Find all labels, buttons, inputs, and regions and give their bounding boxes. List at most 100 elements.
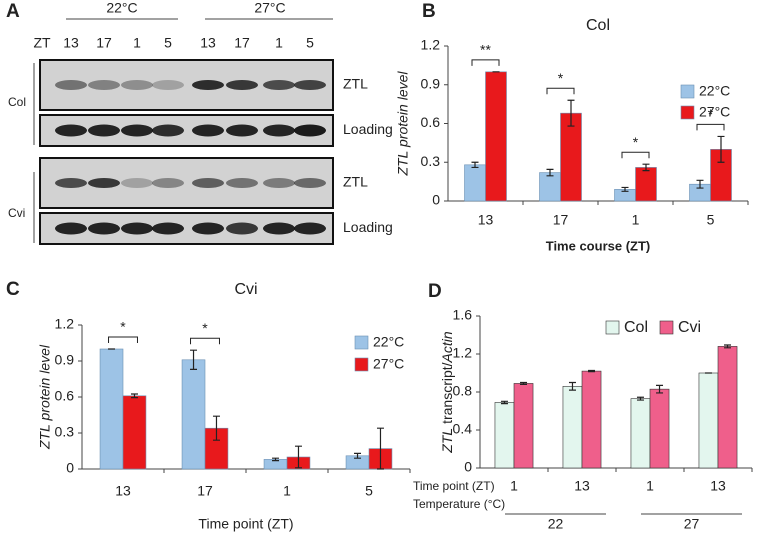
bar [464,164,486,202]
significance-bracket [471,59,500,66]
significance-label: ** [480,42,491,58]
bar [539,172,561,202]
blot-band [226,80,258,90]
temperature-label: 22°C [106,0,137,16]
y-tick-label: 1.2 [421,37,441,53]
blot-band [88,178,120,188]
chart-title: Cvi [234,281,257,298]
blot-band [152,80,184,90]
significance-bracket [108,336,138,343]
bar [122,395,147,470]
x-axis-label: Time course (ZT) [546,238,651,253]
legend-label: Cvi [678,319,701,336]
significance-label: * [708,106,714,122]
blot-band [192,124,224,137]
bar [562,385,583,469]
legend-swatch [680,105,695,120]
x-row-label: Time point (ZT) [413,479,495,493]
x-tick-label: 1 [283,483,291,499]
blot-band [55,222,87,235]
lane-label: 1 [133,35,141,51]
error-bar [724,344,732,349]
y-axis-label: ZTL transcript/Actin [439,331,455,454]
blot-band [55,178,87,188]
blot-band [226,222,258,235]
error-bar [642,163,650,172]
lane-label: 5 [306,35,314,51]
significance-bracket [621,151,650,159]
legend-swatch [659,320,674,335]
legend-label: 22°C [373,334,404,350]
significance-label: * [558,70,564,86]
row-label: ZTL [343,76,368,92]
blot-band [88,222,120,235]
y-tick-label: 0.3 [55,424,75,440]
error-bar [376,427,384,470]
y-tick-label: 0.6 [55,388,75,404]
y-tick-label: 0.8 [453,383,473,399]
blot-band [88,80,120,90]
error-bar [500,400,508,405]
x-tick-label: 5 [707,212,715,228]
y-tick-label: 0.3 [421,153,441,169]
error-bar [212,415,220,441]
x-tick-label: 17 [553,212,569,228]
group-label: 27 [684,516,700,532]
error-bar [636,396,644,401]
error-bar [568,381,576,391]
error-bar [190,349,198,370]
legend-swatch [354,357,369,372]
error-bar [294,445,302,469]
y-axis-label: ZTL protein level [37,344,53,450]
error-bar [696,179,704,189]
y-tick-label: 0.6 [421,114,441,130]
error-bar [621,186,629,192]
legend-swatch [680,84,695,99]
bar [649,388,670,469]
x-tick-label: 13 [478,212,494,228]
error-bar [272,457,280,462]
panel-letter: C [6,279,20,300]
error-bar [130,393,138,399]
significance-bracket [190,337,220,345]
bar [698,372,719,469]
blot-band [226,124,258,137]
error-bar [520,381,528,385]
blot-band [121,80,153,90]
bar [99,348,124,470]
legend-swatch [354,335,369,350]
x-tick-label: 13 [574,478,590,494]
significance-label: * [633,134,639,150]
genotype-label: Col [8,95,26,109]
legend-label: Col [624,319,648,336]
bar [494,402,515,469]
significance-bracket [696,123,725,131]
y-axis-label: ZTL protein level [395,71,411,177]
blot-band [192,80,224,90]
error-bar [567,99,575,127]
blot-band [192,222,224,235]
legend-label: 27°C [699,104,730,120]
x-tick-label: 17 [197,483,213,499]
x-axis-label: Time point (ZT) [198,516,293,532]
x-tick-label: 13 [115,483,131,499]
x-tick-label: 1 [510,478,518,494]
panel-letter: B [422,1,436,22]
x-tick-label: 1 [646,478,654,494]
y-tick-label: 1.2 [453,345,473,361]
chart-title: Col [586,17,610,34]
error-bar [354,452,362,459]
lane-label: 13 [63,35,79,51]
y-tick-label: 1.6 [453,307,473,323]
x-row-label: Temperature (°C) [413,497,505,511]
blot [39,59,334,245]
y-tick-label: 0 [464,459,472,475]
blot-band [152,178,184,188]
bar [630,398,651,469]
y-axis-label-part: transcript/ [439,362,455,427]
significance-label: * [202,320,208,336]
bar [485,71,507,202]
bar [717,346,738,469]
blot-band [152,124,184,137]
